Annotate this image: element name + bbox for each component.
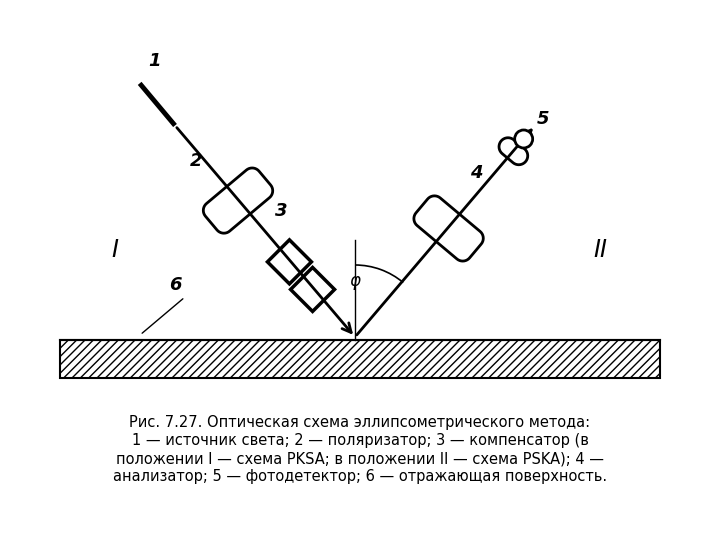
Text: I: I — [112, 238, 119, 262]
Polygon shape — [414, 196, 483, 261]
Text: 5: 5 — [537, 110, 549, 128]
Text: 4: 4 — [470, 165, 483, 183]
Polygon shape — [203, 168, 273, 233]
Ellipse shape — [515, 130, 533, 148]
Polygon shape — [499, 138, 528, 165]
Bar — [60, 340, 660, 378]
Text: 1 — источник света; 2 — поляризатор; 3 — компенсатор (в: 1 — источник света; 2 — поляризатор; 3 —… — [132, 433, 588, 448]
Text: анализатор; 5 — фотодетектор; 6 — отражающая поверхность.: анализатор; 5 — фотодетектор; 6 — отража… — [113, 469, 607, 484]
Text: 2: 2 — [190, 152, 202, 170]
Polygon shape — [291, 267, 335, 312]
Text: Рис. 7.27. Оптическая схема эллипсометрического метода:: Рис. 7.27. Оптическая схема эллипсометри… — [130, 415, 590, 430]
Text: положении I — схема PKSA; в положении II — схема PSKA); 4 —: положении I — схема PKSA; в положении II… — [116, 451, 604, 466]
Text: 1: 1 — [148, 52, 161, 70]
Bar — [60, 340, 660, 378]
Text: 6: 6 — [168, 276, 181, 294]
Text: 3: 3 — [275, 201, 287, 220]
Text: $\varphi$: $\varphi$ — [349, 274, 362, 292]
Text: II: II — [593, 238, 607, 262]
Polygon shape — [267, 240, 312, 284]
